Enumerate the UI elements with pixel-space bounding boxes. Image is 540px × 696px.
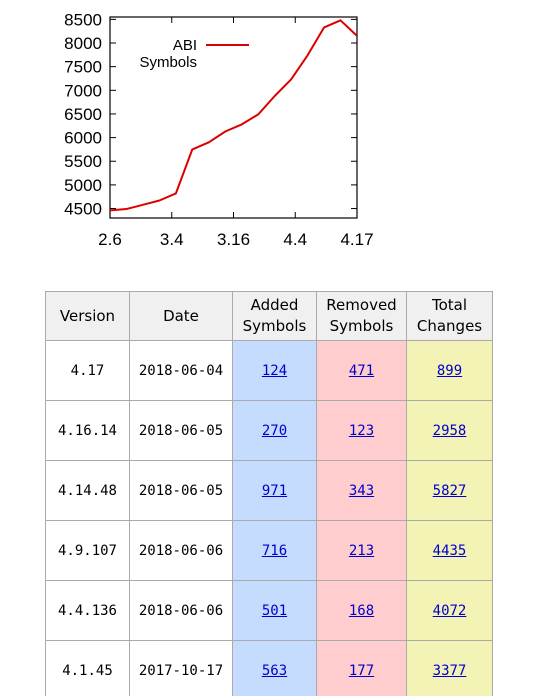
- total-changes-link[interactable]: 3377: [432, 662, 467, 679]
- y-tick-label: 7500: [64, 58, 102, 77]
- removed-symbols-link[interactable]: 123: [348, 422, 375, 439]
- date-cell: 2017-10-17: [129, 640, 233, 696]
- y-tick-label: 7000: [64, 81, 102, 100]
- removed-symbols-link[interactable]: 177: [348, 662, 375, 679]
- added-cell: 563: [232, 640, 317, 696]
- added-symbols-link[interactable]: 716: [261, 542, 288, 559]
- total-changes-link[interactable]: 5827: [432, 482, 467, 499]
- header-removed-symbols: Removed Symbols: [316, 291, 407, 341]
- table-row: 4.4.136 2018-06-06 501 168 4072: [45, 580, 493, 641]
- date-cell: 2018-06-06: [129, 580, 233, 641]
- date-cell: 2018-06-06: [129, 520, 233, 581]
- removed-cell: 123: [316, 400, 407, 461]
- y-tick-label: 4500: [64, 200, 102, 219]
- added-symbols-link[interactable]: 501: [261, 602, 288, 619]
- added-symbols-link[interactable]: 124: [261, 362, 288, 379]
- version-cell: 4.17: [45, 340, 130, 401]
- total-cell: 4435: [406, 520, 493, 581]
- y-tick-label: 6000: [64, 129, 102, 148]
- table-row: 4.17 2018-06-04 124 471 899: [45, 340, 493, 401]
- table-row: 4.1.45 2017-10-17 563 177 3377: [45, 640, 493, 696]
- legend-label-line2: Symbols: [139, 54, 197, 71]
- x-tick-label: 3.16: [217, 230, 250, 249]
- y-tick-label: 6500: [64, 105, 102, 124]
- added-cell: 270: [232, 400, 317, 461]
- series-layer: [109, 19, 358, 212]
- table-header-row: Version Date Added Symbols Removed Symbo…: [45, 291, 493, 341]
- version-cell: 4.16.14: [45, 400, 130, 461]
- total-cell: 5827: [406, 460, 493, 521]
- total-cell: 4072: [406, 580, 493, 641]
- date-cell: 2018-06-05: [129, 400, 233, 461]
- total-cell: 3377: [406, 640, 493, 696]
- added-cell: 124: [232, 340, 317, 401]
- x-tick-label: 4.4: [283, 230, 307, 249]
- removed-cell: 213: [316, 520, 407, 581]
- x-tick-label: 2.6: [98, 230, 122, 249]
- abi-changes-table: Version Date Added Symbols Removed Symbo…: [45, 291, 493, 696]
- y-tick-label: 8500: [64, 10, 102, 29]
- series-line-abi-symbols: [109, 19, 358, 212]
- added-symbols-link[interactable]: 563: [261, 662, 288, 679]
- total-changes-link[interactable]: 4072: [432, 602, 467, 619]
- version-cell: 4.9.107: [45, 520, 130, 581]
- total-cell: 2958: [406, 400, 493, 461]
- date-cell: 2018-06-05: [129, 460, 233, 521]
- header-version: Version: [45, 291, 130, 341]
- abi-symbols-chart: 4500 5000 5500 6000 6500 7000 7500 8000 8500 2.6…: [64, 10, 374, 249]
- removed-symbols-link[interactable]: 168: [348, 602, 375, 619]
- removed-cell: 471: [316, 340, 407, 401]
- y-axis: 4500 5000 5500 6000 6500 7000 7500 8000 8500: [64, 10, 357, 219]
- chart-frame: [109, 16, 358, 219]
- table-row: 4.14.48 2018-06-05 971 343 5827: [45, 460, 493, 521]
- total-changes-link[interactable]: 899: [436, 362, 463, 379]
- added-symbols-link[interactable]: 971: [261, 482, 288, 499]
- x-tick-label: 4.17: [340, 230, 373, 249]
- version-cell: 4.14.48: [45, 460, 130, 521]
- header-added-symbols: Added Symbols: [232, 291, 317, 341]
- x-axis: 2.6 3.4 3.16 4.4 4.17: [98, 17, 374, 249]
- version-cell: 4.1.45: [45, 640, 130, 696]
- removed-symbols-link[interactable]: 471: [348, 362, 375, 379]
- header-total-changes: Total Changes: [406, 291, 493, 341]
- plot-border: [109, 16, 358, 219]
- total-changes-link[interactable]: 2958: [432, 422, 467, 439]
- y-tick-label: 5000: [64, 176, 102, 195]
- y-tick-label: 5500: [64, 152, 102, 171]
- added-cell: 501: [232, 580, 317, 641]
- version-cell: 4.4.136: [45, 580, 130, 641]
- header-date: Date: [129, 291, 233, 341]
- removed-cell: 177: [316, 640, 407, 696]
- removed-cell: 343: [316, 460, 407, 521]
- total-changes-link[interactable]: 4435: [432, 542, 467, 559]
- added-cell: 971: [232, 460, 317, 521]
- date-cell: 2018-06-04: [129, 340, 233, 401]
- y-tick-label: 8000: [64, 34, 102, 53]
- added-cell: 716: [232, 520, 317, 581]
- legend-label-line1: ABI: [173, 37, 197, 54]
- removed-symbols-link[interactable]: 343: [348, 482, 375, 499]
- total-cell: 899: [406, 340, 493, 401]
- table-row: 4.16.14 2018-06-05 270 123 2958: [45, 400, 493, 461]
- x-tick-label: 3.4: [160, 230, 184, 249]
- table-row: 4.9.107 2018-06-06 716 213 4435: [45, 520, 493, 581]
- removed-cell: 168: [316, 580, 407, 641]
- added-symbols-link[interactable]: 270: [261, 422, 288, 439]
- abi-changes-table-wrapper: Version Date Added Symbols Removed Symbo…: [45, 291, 493, 696]
- removed-symbols-link[interactable]: 213: [348, 542, 375, 559]
